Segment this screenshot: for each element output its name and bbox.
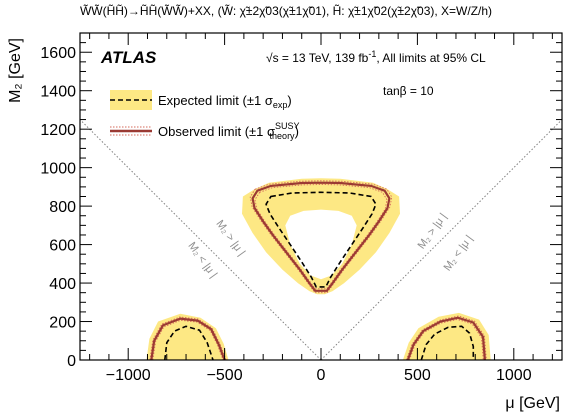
diag-label-right-lower: M₂ < |μ | — [442, 233, 476, 273]
experiment-label: ATLAS — [100, 48, 157, 67]
left-observed-band-inner — [152, 319, 224, 361]
x-tick-label: −1000 — [106, 367, 151, 384]
y-axis-label: M₂ [GeV] — [7, 38, 24, 103]
diagonal-left — [79, 119, 322, 361]
right-observed-line — [406, 316, 486, 361]
center-band-hole — [285, 209, 357, 280]
legend: Expected limit (±1 σexp) Observed limit … — [110, 90, 300, 141]
center-expected-line — [265, 191, 377, 288]
chart-title: W̃W̃(H̃H̃)→H̃H̃(W̃W̃)+XX, (W̃: χ̃±2χ̃03(… — [80, 3, 492, 18]
x-tick-label: −500 — [207, 367, 243, 384]
diagonal-lines — [79, 119, 563, 361]
legend-observed-label: Observed limit (±1 σSUSY theory) — [158, 121, 300, 141]
x-axis-label: μ [GeV] — [505, 395, 560, 412]
diag-label-right-upper: M₂ > |μ | — [416, 211, 450, 251]
y-tick-label: 400 — [49, 276, 76, 293]
y-tick-label: 1200 — [40, 122, 76, 139]
axis-ticks: −1000 −500 0 500 1000 0 200 400 600 800 1000 1200 14… — [40, 33, 562, 384]
diag-label-left-upper: M₂ > |μ | — [214, 218, 248, 258]
y-tick-label: 1600 — [40, 45, 76, 62]
right-observed-band-outer — [405, 315, 487, 361]
y-tick-label: 600 — [49, 238, 76, 255]
left-observed-line — [150, 317, 226, 361]
energy-lumi-text: √s = 13 TeV, 139 fb-1, All limits at 95%… — [266, 49, 486, 65]
diagonal-right — [320, 119, 563, 361]
left-observed-band-outer — [149, 316, 227, 361]
right-observed-band-inner — [408, 318, 484, 361]
x-tick-label: 1000 — [496, 367, 532, 384]
x-tick-label: 500 — [404, 367, 431, 384]
y-tick-label: 200 — [49, 315, 76, 332]
tanbeta-label: tanβ = 10 — [383, 84, 434, 98]
x-tick-label: 0 — [317, 367, 326, 384]
diag-label-left-lower: M₂ < |μ | — [186, 240, 220, 280]
y-tick-label: 0 — [67, 353, 76, 370]
limit-contours — [149, 180, 487, 361]
left-expected-line — [164, 325, 214, 361]
center-observed-line — [251, 181, 391, 292]
sigma-bands — [146, 178, 491, 360]
right-expected-line — [420, 325, 475, 361]
y-tick-label: 800 — [49, 199, 76, 216]
y-tick-label: 1400 — [40, 84, 76, 101]
y-tick-label: 1000 — [40, 161, 76, 178]
legend-expected-label: Expected limit (±1 σexp) — [158, 93, 292, 110]
